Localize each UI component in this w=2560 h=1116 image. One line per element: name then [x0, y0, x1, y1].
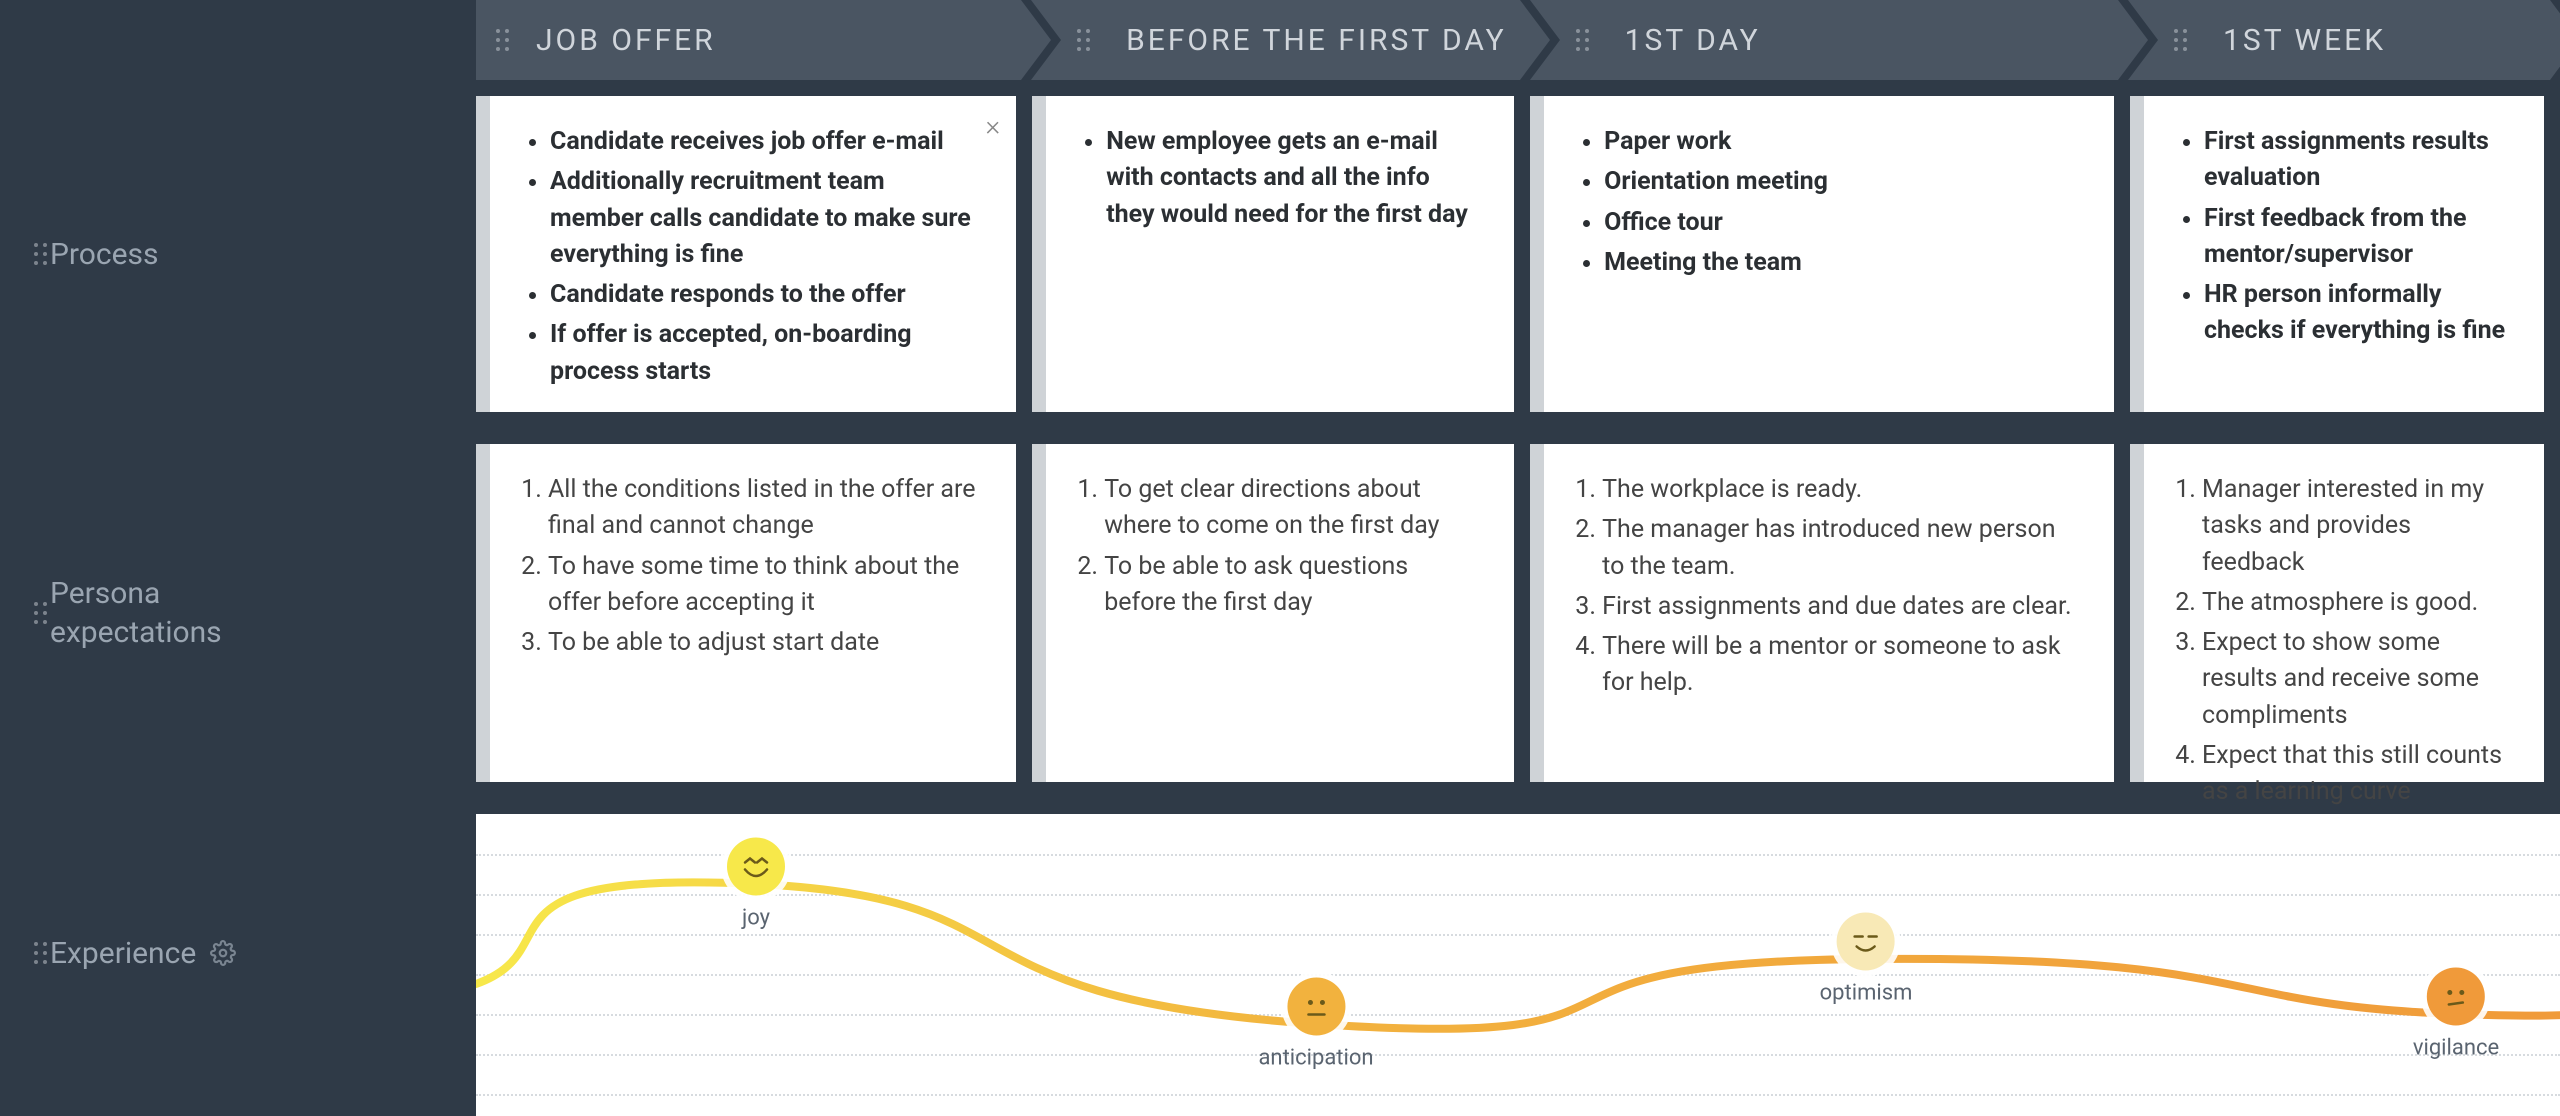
- gear-icon[interactable]: [210, 940, 236, 966]
- close-icon[interactable]: ×: [986, 106, 1001, 147]
- emotion-node-vigilance[interactable]: vigilance: [2413, 968, 2499, 1061]
- list-item: All the conditions listed in the offer a…: [548, 472, 982, 545]
- emotion-label: optimism: [1820, 981, 1913, 1006]
- expectations-row: All the conditions listed in the offer a…: [476, 428, 2560, 798]
- drag-handle-icon[interactable]: [1077, 29, 1090, 51]
- emotion-label: vigilance: [2413, 1036, 2499, 1061]
- expectations-list: All the conditions listed in the offer a…: [520, 472, 982, 661]
- drag-handle-icon[interactable]: [34, 243, 47, 265]
- list-item: Candidate responds to the offer: [550, 277, 982, 313]
- drag-handle-icon[interactable]: [496, 29, 509, 51]
- row-label-text: Persona expectations: [50, 574, 300, 652]
- list-item: First assignments and due dates are clea…: [1602, 589, 2080, 625]
- list-item: Office tour: [1604, 205, 2080, 241]
- process-row: × Candidate receives job offer e-mail Add…: [476, 80, 2560, 428]
- experience-panel: joy anticipation optimism vigilance: [476, 814, 2560, 1116]
- stage-headers: JOB OFFER BEFORE THE FIRST DAY 1ST DAY 1…: [476, 0, 2560, 80]
- list-item: Candidate receives job offer e-mail: [550, 124, 982, 160]
- list-item: The workplace is ready.: [1602, 472, 2080, 508]
- list-item: Paper work: [1604, 124, 2080, 160]
- row-label-experience[interactable]: Experience: [0, 798, 476, 1108]
- list-item: HR person informally checks if everythin…: [2204, 277, 2510, 350]
- list-item: Additionally recruitment team member cal…: [550, 164, 982, 273]
- process-list: First assignments results evaluationFirs…: [2174, 124, 2510, 350]
- smile_closed-face-icon: [1837, 913, 1895, 971]
- list-item: Orientation meeting: [1604, 164, 2080, 200]
- row-label-text: Process: [50, 237, 159, 272]
- expectations-card-first-week[interactable]: Manager interested in my tasks and provi…: [2130, 444, 2544, 782]
- process-list: Candidate receives job offer e-mail Addit…: [520, 124, 982, 390]
- expectations-card-first-day[interactable]: The workplace is ready. The manager has i…: [1530, 444, 2114, 782]
- drag-handle-icon[interactable]: [2174, 29, 2187, 51]
- list-item: Meeting the team: [1604, 245, 2080, 281]
- list-item: To be able to ask questions before the f…: [1104, 549, 1480, 622]
- list-item: First assignments results evaluation: [2204, 124, 2510, 197]
- list-item: If offer is accepted, on-boarding proces…: [550, 317, 982, 390]
- expectations-list: Manager interested in my tasks and provi…: [2174, 472, 2510, 810]
- emotion-node-anticipation[interactable]: anticipation: [1258, 978, 1373, 1071]
- list-item: Expect to show some results and receive …: [2202, 625, 2510, 734]
- row-label-process[interactable]: Process: [0, 80, 476, 428]
- process-card-first-day[interactable]: Paper work Orientation meeting Office tour…: [1530, 96, 2114, 412]
- list-item: First feedback from the mentor/superviso…: [2204, 201, 2510, 274]
- expectations-card-job-offer[interactable]: All the conditions listed in the offer a…: [476, 444, 1016, 782]
- emotion-node-optimism[interactable]: optimism: [1820, 913, 1913, 1006]
- drag-handle-icon[interactable]: [34, 602, 47, 624]
- list-item: There will be a mentor or someone to ask…: [1602, 629, 2080, 702]
- stage-title: BEFORE THE FIRST DAY: [1126, 23, 1507, 58]
- process-card-job-offer[interactable]: × Candidate receives job offer e-mail Add…: [476, 96, 1016, 412]
- list-item: New employee gets an e-mail with contact…: [1106, 124, 1480, 233]
- drag-handle-icon[interactable]: [34, 942, 47, 964]
- journey-map: Process Persona expectations Experience …: [0, 0, 2560, 1116]
- experience-curve: [476, 814, 2560, 1116]
- process-card-first-week[interactable]: First assignments results evaluationFirs…: [2130, 96, 2544, 412]
- list-item: Expect that this still counts as a learn…: [2202, 738, 2510, 811]
- expectations-list: To get clear directions about where to c…: [1076, 472, 1480, 621]
- list-item: To have some time to think about the off…: [548, 549, 982, 622]
- stage-header-first-day[interactable]: 1ST DAY: [1530, 0, 2118, 80]
- emotion-label: joy: [727, 906, 785, 931]
- expectations-list: The workplace is ready. The manager has i…: [1574, 472, 2080, 702]
- expectations-card-before-first-day[interactable]: To get clear directions about where to c…: [1032, 444, 1514, 782]
- stage-header-job-offer[interactable]: JOB OFFER: [476, 0, 1021, 80]
- stage-header-before-first-day[interactable]: BEFORE THE FIRST DAY: [1031, 0, 1520, 80]
- emotion-label: anticipation: [1258, 1046, 1373, 1071]
- process-card-before-first-day[interactable]: New employee gets an e-mail with contact…: [1032, 96, 1514, 412]
- list-item: The atmosphere is good.: [2202, 585, 2510, 621]
- row-labels-sidebar: Process Persona expectations Experience: [0, 0, 476, 1116]
- list-item: To get clear directions about where to c…: [1104, 472, 1480, 545]
- list-item: To be able to adjust start date: [548, 625, 982, 661]
- stage-title: 1ST DAY: [1625, 23, 1761, 58]
- row-label-expectations[interactable]: Persona expectations: [0, 428, 476, 798]
- process-list: Paper work Orientation meeting Office tour…: [1574, 124, 2080, 281]
- neutral-face-icon: [1287, 978, 1345, 1036]
- process-list: New employee gets an e-mail with contact…: [1076, 124, 1480, 233]
- drag-handle-icon[interactable]: [1576, 29, 1589, 51]
- stage-header-first-week[interactable]: 1ST WEEK: [2128, 0, 2550, 80]
- stage-title: 1ST WEEK: [2223, 23, 2386, 58]
- main-grid: JOB OFFER BEFORE THE FIRST DAY 1ST DAY 1…: [476, 0, 2560, 1116]
- joy-face-icon: [727, 838, 785, 896]
- emotion-node-joy[interactable]: joy: [727, 838, 785, 931]
- list-item: The manager has introduced new person to…: [1602, 512, 2080, 585]
- list-item: Manager interested in my tasks and provi…: [2202, 472, 2510, 581]
- concern-face-icon: [2427, 968, 2485, 1026]
- row-label-text: Experience: [50, 936, 196, 971]
- stage-title: JOB OFFER: [536, 23, 716, 58]
